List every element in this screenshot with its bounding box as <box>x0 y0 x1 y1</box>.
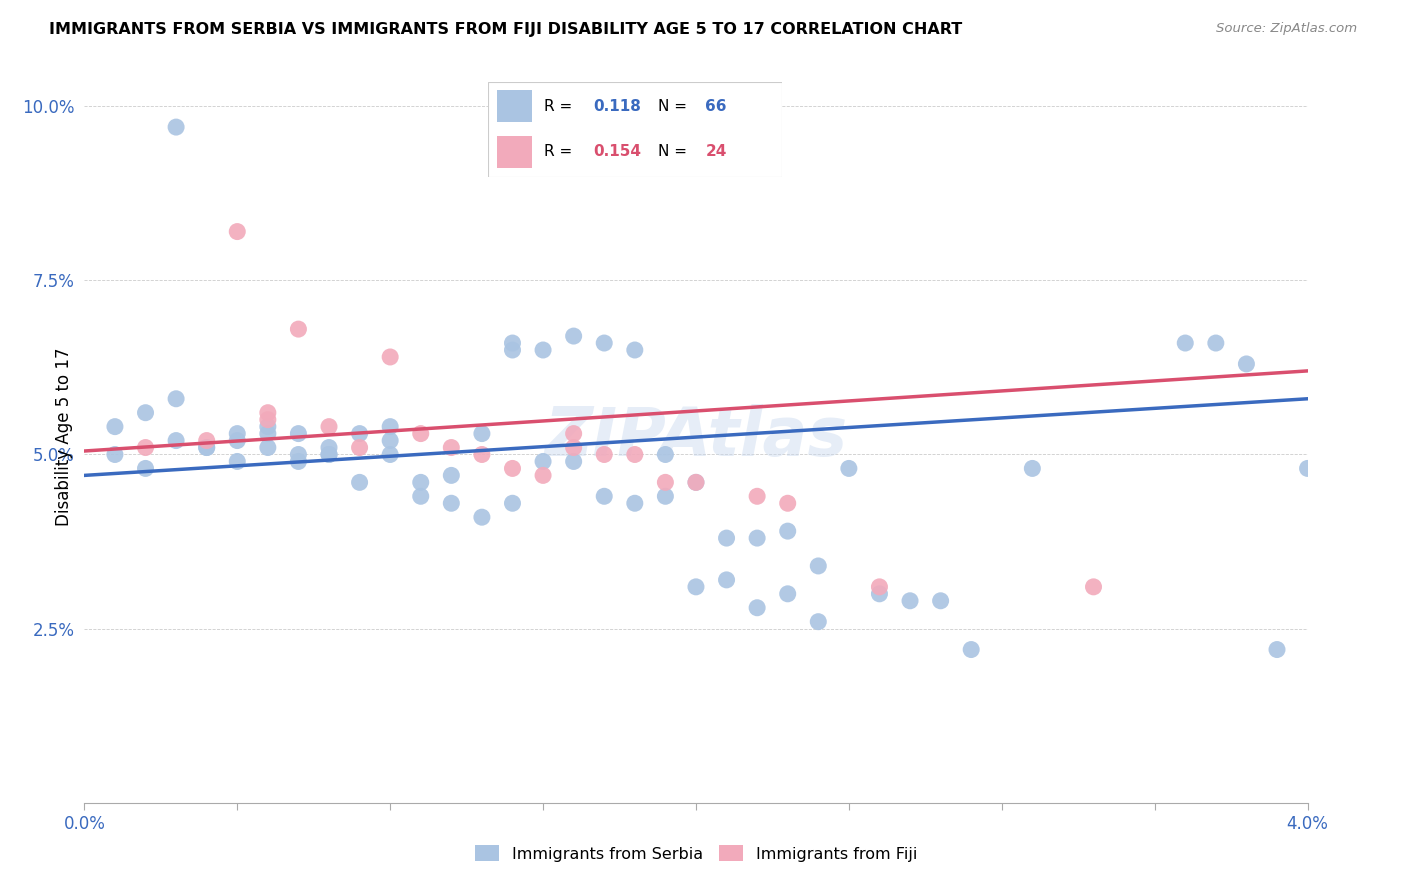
Point <box>409 489 432 503</box>
Point <box>409 475 432 490</box>
Point <box>747 600 769 615</box>
Point <box>1021 461 1043 475</box>
Point <box>318 448 340 462</box>
Point <box>562 426 585 441</box>
Point <box>380 448 402 462</box>
Point <box>165 392 187 406</box>
Point <box>226 225 249 239</box>
Point <box>502 461 524 475</box>
Point <box>318 419 340 434</box>
Point <box>471 426 494 441</box>
Point <box>502 336 524 351</box>
Point <box>531 343 554 357</box>
Point <box>869 580 891 594</box>
Point <box>1205 336 1227 351</box>
Point <box>195 441 218 455</box>
Point <box>380 434 402 448</box>
Point <box>471 448 494 462</box>
Point <box>654 489 676 503</box>
Point <box>562 454 585 468</box>
Point <box>776 496 799 510</box>
Point <box>135 406 157 420</box>
Point <box>562 329 585 343</box>
Point <box>257 426 280 441</box>
Point <box>226 454 249 468</box>
Point <box>747 531 769 545</box>
Point <box>654 475 676 490</box>
Point <box>318 448 340 462</box>
Y-axis label: Disability Age 5 to 17: Disability Age 5 to 17 <box>55 348 73 526</box>
Point <box>380 350 402 364</box>
Point <box>685 475 707 490</box>
Point <box>287 426 309 441</box>
Point <box>226 434 249 448</box>
Point <box>624 448 647 462</box>
Point <box>409 426 432 441</box>
Point <box>257 406 280 420</box>
Point <box>104 419 127 434</box>
Point <box>898 594 921 608</box>
Point <box>165 120 187 134</box>
Point <box>685 580 707 594</box>
Point <box>1236 357 1258 371</box>
Point <box>593 448 616 462</box>
Point <box>380 419 402 434</box>
Point <box>1083 580 1105 594</box>
Point <box>226 426 249 441</box>
Point <box>869 587 891 601</box>
Point <box>807 558 830 573</box>
Point <box>349 475 371 490</box>
Point <box>1174 336 1197 351</box>
Point <box>135 461 157 475</box>
Point <box>287 322 309 336</box>
Point <box>593 336 616 351</box>
Point <box>502 496 524 510</box>
Text: IMMIGRANTS FROM SERBIA VS IMMIGRANTS FROM FIJI DISABILITY AGE 5 TO 17 CORRELATIO: IMMIGRANTS FROM SERBIA VS IMMIGRANTS FRO… <box>49 22 963 37</box>
Point <box>257 419 280 434</box>
Point <box>287 448 309 462</box>
Point <box>440 441 463 455</box>
Point <box>195 434 218 448</box>
Point <box>776 524 799 538</box>
Point <box>685 475 707 490</box>
Point <box>257 441 280 455</box>
Legend: Immigrants from Serbia, Immigrants from Fiji: Immigrants from Serbia, Immigrants from … <box>468 838 924 868</box>
Point <box>440 468 463 483</box>
Point <box>1296 461 1319 475</box>
Point <box>349 441 371 455</box>
Point <box>165 434 187 448</box>
Point <box>838 461 860 475</box>
Point <box>624 343 647 357</box>
Point <box>287 454 309 468</box>
Point <box>807 615 830 629</box>
Point <box>716 531 738 545</box>
Point <box>593 489 616 503</box>
Point <box>624 496 647 510</box>
Point <box>747 489 769 503</box>
Text: Source: ZipAtlas.com: Source: ZipAtlas.com <box>1216 22 1357 36</box>
Point <box>471 510 494 524</box>
Point <box>776 587 799 601</box>
Point <box>1265 642 1288 657</box>
Point <box>716 573 738 587</box>
Point <box>440 496 463 510</box>
Point <box>929 594 952 608</box>
Point <box>135 441 157 455</box>
Text: ZIPAtlas: ZIPAtlas <box>544 404 848 470</box>
Point <box>257 412 280 426</box>
Point <box>104 448 127 462</box>
Point <box>562 441 585 455</box>
Point <box>195 441 218 455</box>
Point <box>531 454 554 468</box>
Point <box>318 441 340 455</box>
Point <box>349 426 371 441</box>
Point <box>960 642 983 657</box>
Point <box>502 343 524 357</box>
Point <box>654 448 676 462</box>
Point <box>531 468 554 483</box>
